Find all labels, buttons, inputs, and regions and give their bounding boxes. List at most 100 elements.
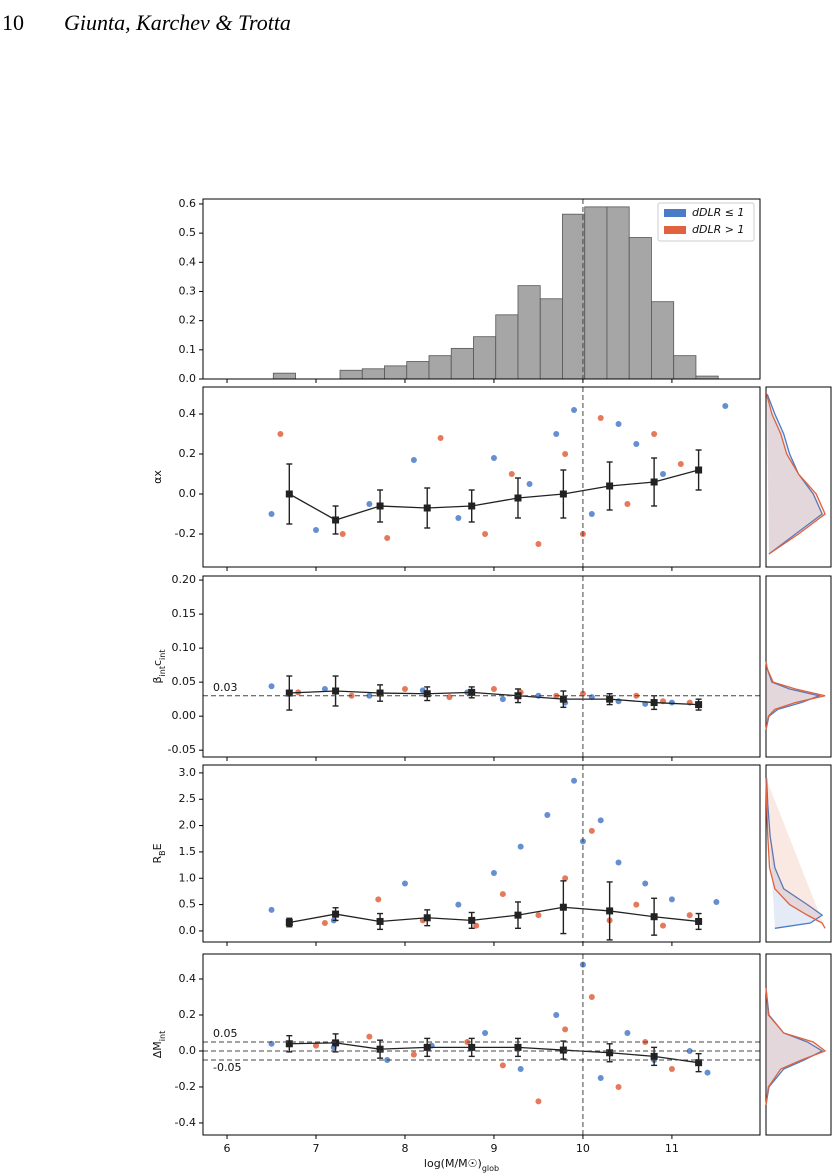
kde-frame — [765, 575, 832, 758]
y-axis-label: αx — [151, 470, 164, 484]
x-tick-label: 8 — [401, 1142, 408, 1155]
y-tick-label: -0.4 — [175, 1116, 196, 1129]
scatter-point — [579, 690, 586, 697]
y-tick-label: 0.4 — [179, 972, 197, 985]
kde-curve — [765, 987, 827, 1106]
scatter-point — [268, 511, 275, 517]
histogram-bar — [272, 372, 296, 380]
legend-swatch — [664, 226, 686, 234]
scatter-point — [401, 880, 408, 887]
binned-mean — [285, 490, 293, 498]
kde-curve — [765, 778, 826, 929]
binned-mean — [606, 907, 614, 915]
legend-label: dDLR ≤ 1 — [692, 206, 744, 219]
scatter-point — [722, 403, 729, 409]
binned-line — [289, 1042, 699, 1064]
scatter-point — [384, 535, 391, 541]
y-axis-label-part: int — [158, 666, 167, 676]
scatter-point — [482, 1029, 489, 1036]
histogram-bar — [428, 355, 452, 380]
histogram-bar — [495, 314, 519, 380]
scatter-point — [268, 683, 275, 690]
histogram-bar — [517, 285, 541, 380]
scatter-point — [455, 515, 462, 521]
x-tick-label: 6 — [224, 1142, 231, 1155]
y-axis-label: βintcint — [151, 650, 167, 684]
x-axis-label-part: log(M/M☉) — [424, 1157, 482, 1170]
kde-frame — [765, 764, 832, 943]
binned-mean — [423, 1043, 431, 1051]
y-axis-label: ΔMint — [151, 1031, 167, 1058]
histogram-bar — [473, 336, 497, 380]
axes-frame — [202, 575, 761, 758]
binned-mean — [332, 910, 340, 918]
scatter-point — [713, 898, 720, 905]
scatter-point — [633, 441, 640, 447]
scatter-point — [660, 922, 667, 929]
y-tick-label: 0.2 — [179, 447, 197, 460]
scatter-point — [490, 869, 497, 876]
scatter-point — [490, 455, 497, 461]
scatter-point — [437, 435, 444, 441]
legend-label: dDLR > 1 — [692, 223, 744, 236]
x-tick-label: 11 — [665, 1142, 679, 1155]
binned-mean — [376, 917, 384, 925]
scatter-point — [321, 920, 328, 927]
histogram-bar — [606, 206, 630, 380]
scatter-point — [535, 912, 542, 919]
scatter-point — [517, 1065, 524, 1072]
scatter-point — [562, 1026, 569, 1033]
scatter-point — [499, 696, 506, 703]
y-axis-label: RBE — [151, 843, 167, 863]
scatter-point — [446, 694, 453, 701]
x-tick-label: 7 — [313, 1142, 320, 1155]
x-axis-label-part: glob — [482, 1164, 499, 1173]
scatter-point — [553, 431, 560, 437]
scatter-point — [366, 692, 373, 699]
scatter-point — [615, 859, 622, 866]
y-tick-label: 0.0 — [179, 1044, 197, 1057]
axes-frame — [202, 953, 761, 1136]
binned-mean — [376, 502, 384, 510]
histogram-bar — [539, 298, 563, 380]
y-tick-label: 0.15 — [172, 607, 197, 620]
binned-line — [288, 469, 699, 521]
y-tick-label: 0.6 — [179, 197, 197, 210]
y-tick-label: 2.0 — [179, 819, 197, 832]
y-tick-label: 0.0 — [179, 487, 197, 500]
axes-frame — [202, 198, 761, 380]
kde-curve — [765, 661, 826, 730]
binned-mean — [650, 1052, 658, 1060]
binned-mean — [695, 701, 703, 709]
binned-mean — [514, 494, 522, 502]
binned-mean — [559, 695, 567, 703]
scatter-point — [668, 699, 675, 706]
binned-line — [289, 906, 699, 924]
binned-mean — [606, 482, 614, 490]
x-tick-label: 10 — [576, 1142, 590, 1155]
binned-mean — [423, 690, 431, 698]
y-tick-label: 0.1 — [179, 343, 197, 356]
y-axis-label-part: B — [158, 850, 167, 856]
y-tick-label: 0.2 — [179, 314, 197, 327]
histogram-bar — [384, 365, 408, 380]
scatter-point — [597, 415, 604, 421]
reference-label: 0.05 — [213, 1027, 238, 1040]
scatter-point — [615, 1083, 622, 1090]
scatter-point — [499, 1062, 506, 1069]
scatter-point — [517, 843, 524, 850]
scatter-point — [455, 901, 462, 908]
binned-mean — [285, 689, 293, 697]
page-number: 10 — [2, 10, 24, 35]
y-tick-label: 0.05 — [172, 675, 197, 688]
histogram-bar — [628, 237, 652, 380]
binned-mean — [650, 913, 658, 921]
scatter-point — [615, 421, 622, 427]
binned-mean — [285, 919, 293, 927]
binned-mean — [423, 914, 431, 922]
y-tick-label: 0.0 — [179, 924, 197, 937]
y-tick-label: 0.5 — [179, 898, 197, 911]
scatter-point — [544, 812, 551, 819]
binned-mean — [606, 695, 614, 703]
